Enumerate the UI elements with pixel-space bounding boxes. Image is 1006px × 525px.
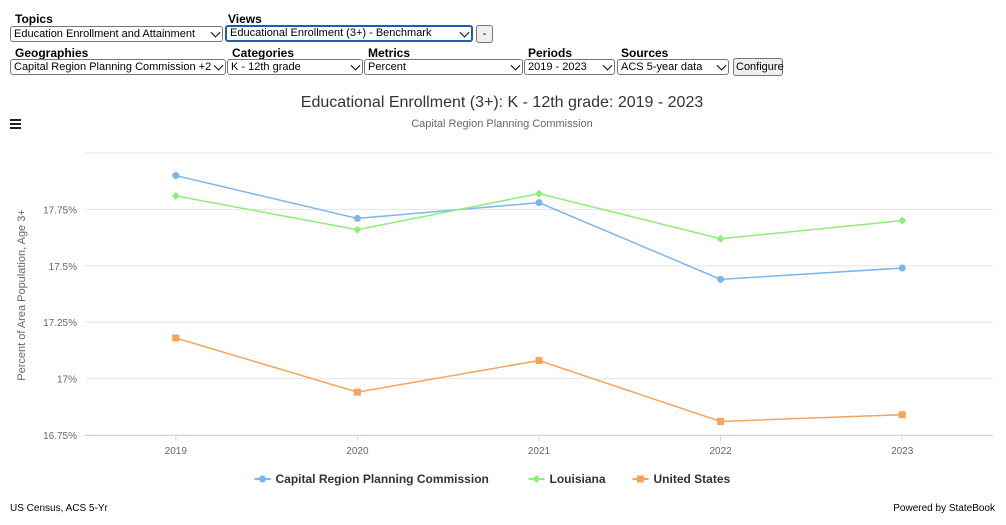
y-tick-label: 17.5% bbox=[49, 262, 77, 273]
categories-select[interactable]: K - 12th grade bbox=[227, 59, 363, 75]
data-point[interactable] bbox=[898, 264, 906, 272]
chevron-down-icon bbox=[213, 60, 224, 71]
data-point[interactable] bbox=[716, 234, 725, 243]
geographies-select[interactable]: Capital Region Planning Commission +2 bbox=[10, 59, 226, 75]
data-point[interactable] bbox=[535, 199, 543, 207]
footer-credit: Powered by StateBook bbox=[893, 503, 995, 514]
chevron-down-icon bbox=[602, 60, 613, 71]
periods-label: Periods bbox=[528, 46, 573, 60]
topics-select[interactable]: Education Enrollment and Attainment bbox=[10, 26, 223, 42]
series-0 bbox=[172, 172, 906, 283]
legend-marker[interactable] bbox=[259, 475, 266, 483]
chart-title: Educational Enrollment (3+): K - 12th gr… bbox=[301, 94, 704, 111]
y-tick-label: 17.75% bbox=[43, 205, 77, 216]
legend-label: Louisiana bbox=[550, 472, 606, 486]
legend-item[interactable]: Louisiana bbox=[528, 472, 606, 486]
data-point[interactable] bbox=[171, 191, 180, 200]
data-point[interactable] bbox=[898, 411, 906, 419]
data-point[interactable] bbox=[353, 388, 361, 396]
categories-select-value: K - 12th grade bbox=[231, 61, 301, 73]
sources-select[interactable]: ACS 5-year data bbox=[617, 59, 729, 75]
x-tick-label: 2020 bbox=[346, 446, 369, 457]
configure-button[interactable]: Configure bbox=[733, 58, 784, 76]
series-1 bbox=[171, 189, 907, 243]
data-point[interactable] bbox=[717, 275, 725, 283]
legend-label: Capital Region Planning Commission bbox=[276, 472, 489, 486]
x-tick-label: 2019 bbox=[165, 446, 188, 457]
sources-select-value: ACS 5-year data bbox=[621, 61, 703, 73]
data-point[interactable] bbox=[172, 334, 180, 342]
y-tick-label: 16.75% bbox=[43, 431, 77, 442]
views-label: Views bbox=[228, 12, 262, 26]
chevron-down-icon bbox=[210, 27, 221, 38]
footer-source: US Census, ACS 5-Yr bbox=[10, 503, 108, 514]
legend-item[interactable]: Capital Region Planning Commission bbox=[254, 472, 489, 486]
data-point[interactable] bbox=[353, 225, 362, 234]
periods-select-value: 2019 - 2023 bbox=[528, 61, 587, 73]
data-point[interactable] bbox=[898, 216, 907, 225]
data-point[interactable] bbox=[353, 214, 361, 222]
chevron-down-icon bbox=[459, 27, 470, 38]
legend-marker[interactable] bbox=[637, 475, 644, 483]
chart-subtitle: Capital Region Planning Commission bbox=[411, 118, 593, 130]
metrics-select-value: Percent bbox=[368, 61, 406, 73]
chevron-down-icon bbox=[350, 60, 361, 71]
views-select[interactable]: Educational Enrollment (3+) - Benchmark bbox=[225, 25, 473, 42]
sources-label: Sources bbox=[621, 46, 669, 60]
legend-label: United States bbox=[654, 472, 731, 486]
remove-view-button[interactable]: - bbox=[476, 25, 493, 43]
legend-marker[interactable] bbox=[532, 475, 541, 483]
y-tick-label: 17.25% bbox=[43, 318, 77, 329]
y-tick-label: 17% bbox=[57, 375, 77, 386]
x-tick-label: 2023 bbox=[891, 446, 914, 457]
legend-item[interactable]: United States bbox=[632, 472, 731, 486]
views-select-value: Educational Enrollment (3+) - Benchmark bbox=[230, 27, 432, 39]
data-point[interactable] bbox=[535, 357, 543, 365]
line-chart: Educational Enrollment (3+): K - 12th gr… bbox=[16, 94, 993, 486]
data-point[interactable] bbox=[535, 189, 543, 198]
metrics-label: Metrics bbox=[368, 46, 411, 60]
metrics-select[interactable]: Percent bbox=[364, 59, 523, 75]
chevron-down-icon bbox=[716, 60, 727, 71]
data-point[interactable] bbox=[172, 172, 180, 180]
x-tick-label: 2022 bbox=[709, 446, 732, 457]
periods-select[interactable]: 2019 - 2023 bbox=[524, 59, 615, 75]
x-tick-label: 2021 bbox=[528, 446, 551, 457]
data-point[interactable] bbox=[717, 417, 725, 425]
series-2 bbox=[172, 334, 906, 425]
chevron-down-icon bbox=[510, 60, 521, 71]
geographies-label: Geographies bbox=[15, 46, 89, 60]
categories-label: Categories bbox=[232, 46, 295, 60]
y-axis-title: Percent of Area Population, Age 3+ bbox=[16, 209, 28, 381]
geographies-select-value: Capital Region Planning Commission +2 bbox=[14, 61, 212, 73]
topics-select-value: Education Enrollment and Attainment bbox=[14, 28, 196, 40]
series-line[interactable] bbox=[175, 337, 903, 423]
topics-label: Topics bbox=[15, 12, 53, 26]
chart-menu-icon[interactable] bbox=[10, 119, 21, 131]
